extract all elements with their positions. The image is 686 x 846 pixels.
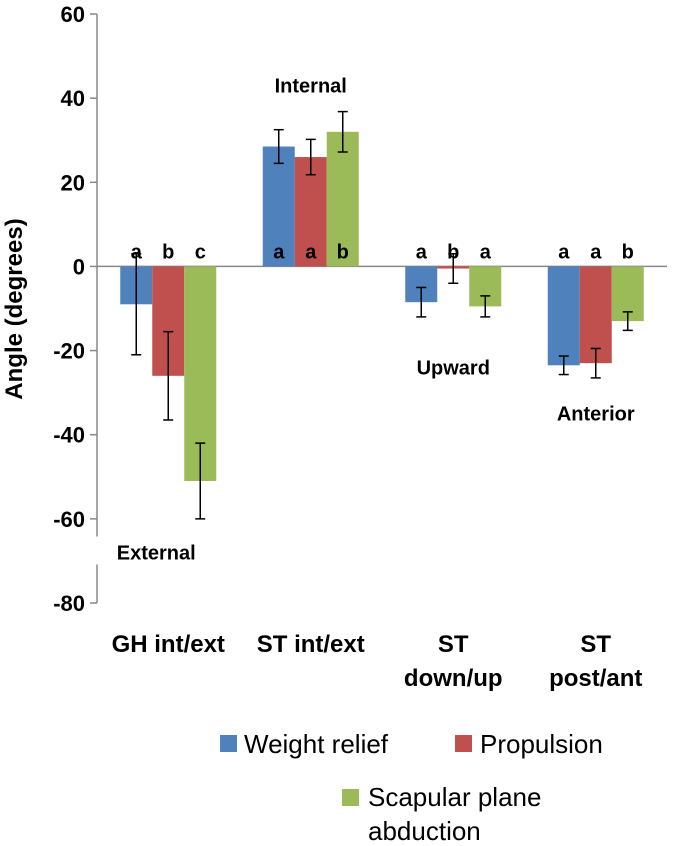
- legend-swatch-propulsion: [455, 735, 472, 752]
- y-ticks: 60 40 20 0 -20 -40 -60 -80: [53, 2, 97, 616]
- significance-letter: b: [622, 241, 634, 263]
- y-tick-label: 40: [61, 86, 85, 111]
- significance-letter: a: [305, 241, 317, 263]
- y-tick-label: -40: [53, 423, 85, 448]
- category-label: post/ant: [549, 665, 642, 692]
- legend-label-scapular-line1: Scapular plane: [368, 782, 541, 812]
- annotation-bg: [402, 351, 505, 380]
- category-label: GH int/ext: [112, 631, 225, 658]
- legend: Weight relief Propulsion Scapular plane …: [220, 729, 603, 846]
- significance-letter: a: [273, 241, 285, 263]
- y-tick-label: -80: [53, 591, 85, 616]
- significance-letter: a: [558, 241, 570, 263]
- y-axis-label: Angle (degrees): [1, 218, 28, 399]
- significance-letter: a: [131, 241, 143, 263]
- y-tick-label: 20: [61, 170, 85, 195]
- annotation-external: External: [117, 543, 196, 565]
- annotation-bg: [247, 69, 374, 98]
- legend-label-scapular-line2: abduction: [368, 816, 481, 846]
- category-label: ST: [438, 631, 469, 658]
- significance-letter: b: [162, 241, 174, 263]
- y-tick-label: 60: [61, 2, 85, 27]
- category-label: ST int/ext: [257, 631, 365, 658]
- category-label: down/up: [404, 665, 503, 692]
- y-tick-label: -20: [53, 339, 85, 364]
- significance-letter: a: [590, 241, 602, 263]
- legend-label-weight-relief: Weight relief: [244, 729, 389, 759]
- legend-swatch-weight-relief: [220, 735, 237, 752]
- significance-letter: b: [447, 241, 459, 263]
- y-tick-label: -60: [53, 507, 85, 532]
- bars: a a a ab a b ac b a b: [120, 110, 644, 520]
- bar: [326, 131, 359, 267]
- significance-letter: b: [337, 241, 349, 263]
- annotations: Internal External Upward Anterior: [93, 69, 659, 565]
- significance-letter: a: [480, 241, 492, 263]
- bar: [547, 266, 580, 366]
- annotation-bg: [93, 536, 220, 565]
- category-labels: GH int/ext ST int/ext ST down/up ST post/ant: [112, 631, 643, 692]
- annotation-upward: Upward: [417, 357, 490, 379]
- annotation-anterior: Anterior: [557, 404, 635, 426]
- category-label: ST: [580, 631, 611, 658]
- annotation-internal: Internal: [275, 76, 347, 98]
- annotation-bg: [532, 397, 659, 426]
- legend-swatch-scapular: [342, 789, 359, 806]
- significance-letter: a: [416, 241, 428, 263]
- bar: [579, 266, 612, 364]
- bar: [262, 146, 295, 267]
- legend-label-propulsion: Propulsion: [480, 729, 603, 759]
- significance-letter: c: [195, 241, 206, 263]
- y-tick-label: 0: [73, 254, 85, 279]
